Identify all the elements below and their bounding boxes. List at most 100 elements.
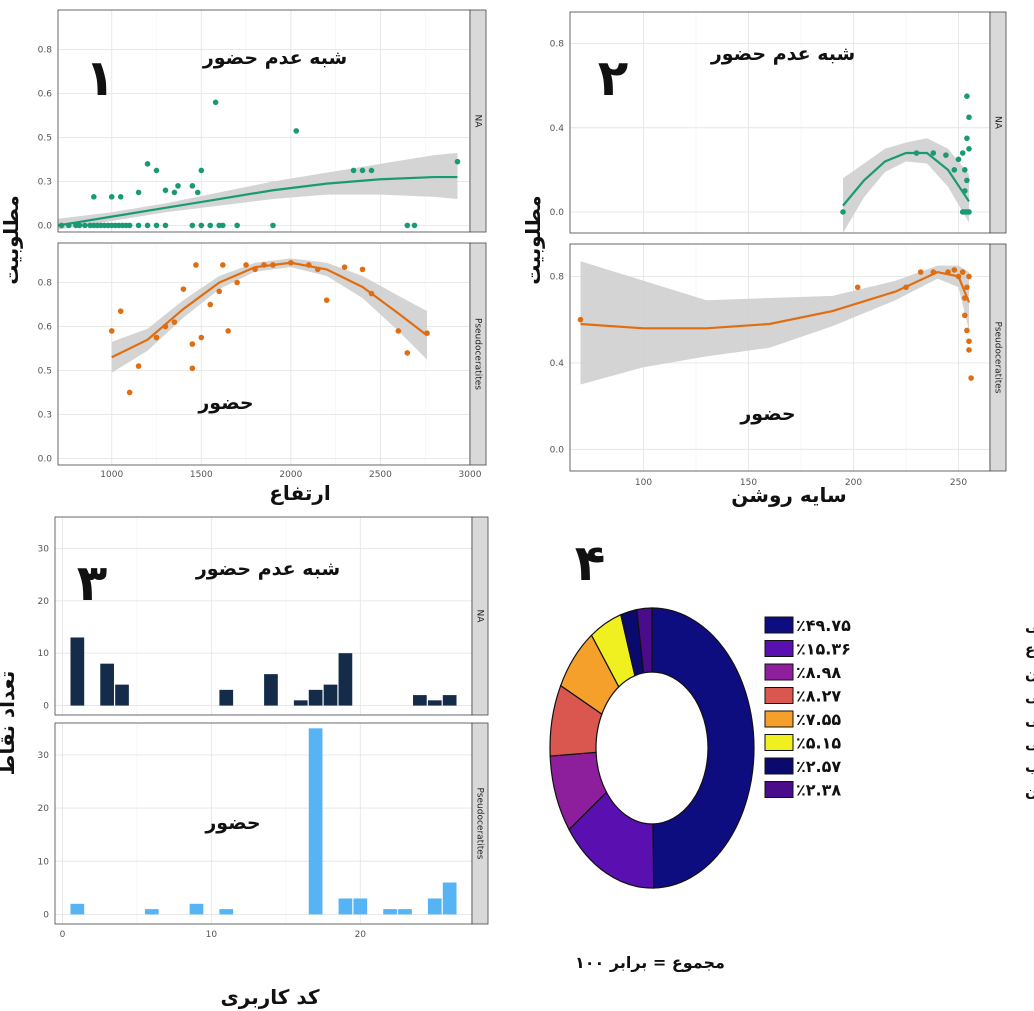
histogram-bar xyxy=(427,898,442,915)
data-point xyxy=(153,334,160,341)
data-point xyxy=(212,99,219,106)
data-point xyxy=(964,135,970,142)
histogram-bar xyxy=(293,700,308,706)
panel-number: ۲ xyxy=(598,49,629,107)
histogram-bar xyxy=(383,909,397,915)
data-point xyxy=(964,327,970,334)
y-tick-label: 0.0 xyxy=(38,221,53,231)
x-axis-title: کد کاربری xyxy=(220,985,319,1009)
histogram-bar xyxy=(264,674,278,706)
legend-value: ٪۲.۵۷ xyxy=(796,757,841,776)
facet-annotation: شبه عدم حضور xyxy=(710,43,855,65)
data-point xyxy=(243,262,249,268)
data-point xyxy=(964,93,970,99)
variable-label: شاخص پوشش گیاهی xyxy=(1025,688,1034,707)
data-point xyxy=(964,177,970,184)
histogram-bar xyxy=(323,684,338,706)
data-point xyxy=(180,286,187,292)
data-point xyxy=(943,152,949,158)
data-point xyxy=(293,128,300,134)
data-point xyxy=(966,114,972,121)
data-point xyxy=(930,150,937,156)
histogram-bar xyxy=(413,695,427,706)
data-point xyxy=(162,222,169,229)
x-tick-label: 2500 xyxy=(369,470,392,480)
data-point xyxy=(854,284,861,291)
x-tick-label: 10 xyxy=(206,930,218,940)
variable-label: فاصله از منابع آب سطحی xyxy=(1025,711,1034,729)
facet-annotation: شبه عدم حضور xyxy=(195,558,340,580)
data-point xyxy=(91,194,97,200)
data-point xyxy=(153,222,160,229)
data-point xyxy=(368,167,375,174)
data-point xyxy=(171,189,178,196)
legend-swatch xyxy=(764,757,794,775)
facet-strip xyxy=(469,9,487,233)
y-tick-label: 0.4 xyxy=(550,124,565,134)
legend-value: ٪۸.۲۷ xyxy=(796,687,841,706)
histogram-bar xyxy=(338,653,353,706)
histogram-bar xyxy=(398,909,412,915)
data-point xyxy=(135,189,142,196)
data-point xyxy=(951,267,958,273)
legend-swatch xyxy=(764,781,794,798)
data-point xyxy=(171,319,178,325)
variable-label: متوسط دمای سطح زمین xyxy=(1025,782,1034,800)
legend-value: ٪۲.۳۸ xyxy=(796,781,841,800)
legend-swatch xyxy=(764,640,794,657)
x-tick-label: 250 xyxy=(950,478,967,488)
fit-line xyxy=(842,151,970,207)
hillshade-plot: NA 0.0 0.4 0.8 شبه عدم حضور Pseudoceratites 0.… xyxy=(521,11,1007,507)
facet-annotation: شبه عدم حضور xyxy=(202,47,347,69)
data-point xyxy=(162,187,169,194)
data-point xyxy=(395,328,402,334)
variable-label: ارتفاع xyxy=(1025,641,1034,659)
y-axis-title: مطلوبیت xyxy=(521,195,545,284)
legend-value: ٪۸.۹۸ xyxy=(796,663,841,682)
y-tick-label: 0.5 xyxy=(38,366,52,376)
data-point xyxy=(153,167,160,174)
data-point xyxy=(968,375,974,381)
data-point xyxy=(959,269,966,275)
facet-strip xyxy=(471,516,489,716)
facet-strip-label: Pseudoceratites xyxy=(475,788,485,860)
y-tick-label: 0.3 xyxy=(38,410,52,420)
data-point xyxy=(117,308,124,314)
data-point xyxy=(135,363,142,369)
data-point xyxy=(840,209,846,215)
x-tick-label: 100 xyxy=(635,478,652,488)
data-point xyxy=(135,222,142,229)
data-point xyxy=(82,222,88,229)
data-point xyxy=(350,167,357,174)
y-tick-label: 30 xyxy=(38,751,50,761)
data-point xyxy=(189,365,196,372)
confidence-ribbon xyxy=(111,258,428,373)
x-tick-label: 3000 xyxy=(459,470,482,480)
data-point xyxy=(220,262,226,268)
variable-label: تراکم سکونتگاه‌های انسانی xyxy=(1025,735,1034,753)
panel-number: ۳ xyxy=(77,554,108,612)
histogram-bar xyxy=(219,689,234,706)
data-point xyxy=(955,156,962,163)
data-point xyxy=(966,273,972,280)
data-point xyxy=(189,341,196,347)
facet-strip xyxy=(471,722,489,925)
data-point xyxy=(404,350,411,356)
legend-value: ٪۷.۵۵ xyxy=(796,710,841,729)
facet-strip xyxy=(469,242,487,466)
x-axis-title: ارتفاع xyxy=(269,481,330,505)
y-tick-label: 20 xyxy=(38,804,50,814)
x-tick-label: 1000 xyxy=(100,470,123,480)
data-point xyxy=(234,222,240,229)
legend-swatch xyxy=(764,710,794,728)
donut-slice xyxy=(636,607,653,674)
data-point xyxy=(76,222,83,229)
y-tick-label: 0.6 xyxy=(38,90,53,100)
histogram-bar xyxy=(144,909,159,915)
facet-annotation: حضور xyxy=(739,403,795,425)
y-tick-label: 0.0 xyxy=(38,454,53,464)
data-point xyxy=(917,269,924,275)
data-point xyxy=(126,389,133,396)
data-point xyxy=(108,328,115,334)
